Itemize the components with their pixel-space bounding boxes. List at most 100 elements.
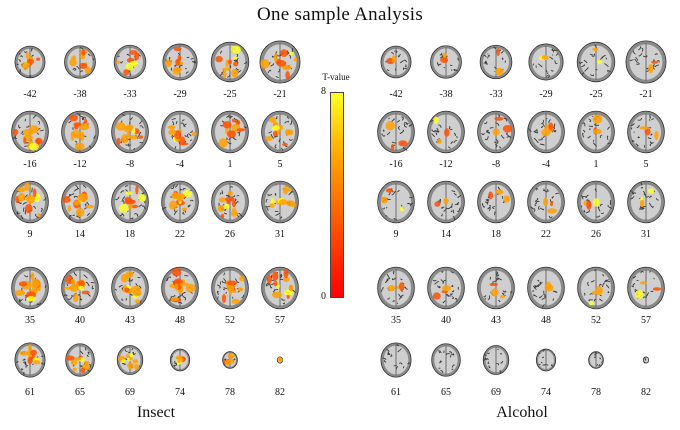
slice-z-label: 69 xyxy=(491,387,501,398)
axial-brain-slice xyxy=(56,336,104,384)
slice-z-label: 35 xyxy=(391,315,401,326)
axial-brain-slice xyxy=(156,336,204,384)
slice-row xyxy=(6,264,306,312)
slice-z-label: 9 xyxy=(393,229,399,240)
axial-brain-slice xyxy=(622,178,670,226)
slice-z-label: 74 xyxy=(541,387,551,398)
slice-z-label: 22 xyxy=(175,229,185,240)
slice-z-label: -4 xyxy=(175,159,185,170)
slice-z-label: 82 xyxy=(641,387,651,398)
axial-brain-slice xyxy=(572,38,620,86)
slice-z-label: -25 xyxy=(589,89,603,100)
axial-brain-slice xyxy=(156,108,204,156)
axial-brain-slice xyxy=(156,264,204,312)
axial-brain-slice xyxy=(372,108,420,156)
slice-row xyxy=(372,178,672,226)
slice-row xyxy=(6,108,306,156)
slice-z-label: 5 xyxy=(277,159,283,170)
slice-z-label: 57 xyxy=(275,315,285,326)
slice-z-label: 26 xyxy=(225,229,235,240)
slice-label-row: 9 14 18 22 26 31 xyxy=(372,228,672,242)
axial-brain-slice xyxy=(422,108,470,156)
slice-row xyxy=(372,264,672,312)
axial-brain-slice xyxy=(206,38,254,86)
axial-brain-slice xyxy=(256,264,304,312)
slice-z-label: 26 xyxy=(591,229,601,240)
slice-z-label: 43 xyxy=(491,315,501,326)
axial-brain-slice xyxy=(6,38,54,86)
slice-z-label: 69 xyxy=(125,387,135,398)
axial-brain-slice xyxy=(472,264,520,312)
axial-brain-slice xyxy=(622,38,670,86)
slice-z-label: -12 xyxy=(73,159,87,170)
slice-label-row: 35 40 43 48 52 57 xyxy=(6,314,306,328)
axial-brain-slice xyxy=(422,264,470,312)
slice-z-label: 48 xyxy=(175,315,185,326)
axial-brain-slice xyxy=(422,178,470,226)
axial-brain-slice xyxy=(256,336,304,384)
axial-brain-slice xyxy=(106,108,154,156)
slice-z-label: 57 xyxy=(641,315,651,326)
figure-title: One sample Analysis xyxy=(256,4,424,25)
axial-brain-slice xyxy=(622,264,670,312)
slice-z-label: -16 xyxy=(389,159,403,170)
slice-label-row: -16 -12 -8 -4 1 5 xyxy=(6,158,306,172)
axial-brain-slice xyxy=(6,178,54,226)
slice-label-row: -42 -38 -33 -29 -25 -21 xyxy=(6,88,306,102)
slice-z-label: 14 xyxy=(75,229,85,240)
colorbar-min-label: 0 xyxy=(321,291,326,302)
slice-z-label: -42 xyxy=(23,89,37,100)
alcohol-slice-panel: -42 -38 -33 -29 -25 -21 -16 -12 -8 -4 1 5 9 14 18 22 26 3… xyxy=(372,38,672,398)
slice-z-label: 22 xyxy=(541,229,551,240)
axial-brain-slice xyxy=(622,336,670,384)
axial-brain-slice xyxy=(522,178,570,226)
slice-z-label: -8 xyxy=(491,159,501,170)
slice-row xyxy=(6,38,306,86)
slice-z-label: -16 xyxy=(23,159,37,170)
colorbar-title: T-value xyxy=(322,72,350,82)
slice-row xyxy=(372,108,672,156)
insect-panel-label: Insect xyxy=(136,404,176,421)
slice-z-label: 78 xyxy=(591,387,601,398)
axial-brain-slice xyxy=(56,108,104,156)
axial-brain-slice xyxy=(106,38,154,86)
axial-brain-slice xyxy=(6,108,54,156)
slice-row xyxy=(372,38,672,86)
slice-z-label: -21 xyxy=(273,89,287,100)
axial-brain-slice xyxy=(472,336,520,384)
slice-z-label: -42 xyxy=(389,89,403,100)
axial-brain-slice xyxy=(372,38,420,86)
axial-brain-slice xyxy=(522,108,570,156)
axial-brain-slice xyxy=(106,264,154,312)
alcohol-panel-label: Alcohol xyxy=(496,404,548,421)
axial-brain-slice xyxy=(56,264,104,312)
axial-brain-slice xyxy=(522,38,570,86)
slice-z-label: -8 xyxy=(125,159,135,170)
slice-z-label: -33 xyxy=(123,89,137,100)
axial-brain-slice xyxy=(372,178,420,226)
slice-z-label: 18 xyxy=(125,229,135,240)
slice-z-label: -25 xyxy=(223,89,237,100)
axial-brain-slice xyxy=(522,264,570,312)
axial-brain-slice xyxy=(372,264,420,312)
slice-z-label: 82 xyxy=(275,387,285,398)
slice-z-label: 78 xyxy=(225,387,235,398)
slice-z-label: 65 xyxy=(75,387,85,398)
slice-label-row: 35 40 43 48 52 57 xyxy=(372,314,672,328)
slice-z-label: 74 xyxy=(175,387,185,398)
axial-brain-slice xyxy=(572,264,620,312)
axial-brain-slice xyxy=(56,178,104,226)
axial-brain-slice xyxy=(422,38,470,86)
slice-z-label: 31 xyxy=(641,229,651,240)
insect-slice-panel: -42 -38 -33 -29 -25 -21 -16 -12 -8 -4 1 5 9 14 18 22 26 3… xyxy=(6,38,306,398)
slice-label-row: 61 65 69 74 78 82 xyxy=(6,386,306,400)
slice-z-label: -21 xyxy=(639,89,653,100)
slice-label-row: -42 -38 -33 -29 -25 -21 xyxy=(372,88,672,102)
slice-z-label: 35 xyxy=(25,315,35,326)
axial-brain-slice xyxy=(472,108,520,156)
axial-brain-slice xyxy=(156,38,204,86)
axial-brain-slice xyxy=(372,336,420,384)
slice-z-label: 65 xyxy=(441,387,451,398)
slice-z-label: 52 xyxy=(591,315,601,326)
slice-z-label: 1 xyxy=(593,159,599,170)
